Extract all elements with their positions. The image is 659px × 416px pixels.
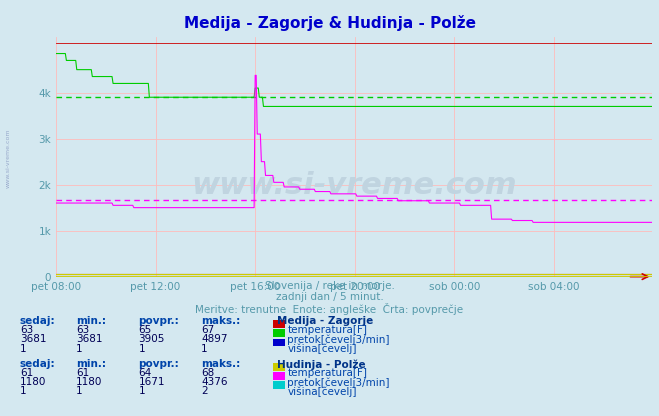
Text: 1: 1 <box>201 344 208 354</box>
Text: zadnji dan / 5 minut.: zadnji dan / 5 minut. <box>275 292 384 302</box>
Text: 64: 64 <box>138 368 152 378</box>
Text: 1: 1 <box>76 344 82 354</box>
Text: 1: 1 <box>20 386 26 396</box>
Text: Meritve: trenutne  Enote: angleške  Črta: povprečje: Meritve: trenutne Enote: angleške Črta: … <box>196 303 463 315</box>
Text: 61: 61 <box>76 368 89 378</box>
Text: maks.:: maks.: <box>201 316 241 326</box>
Text: Medija - Zagorje & Hudinja - Polže: Medija - Zagorje & Hudinja - Polže <box>183 15 476 30</box>
Text: 2: 2 <box>201 386 208 396</box>
Text: sedaj:: sedaj: <box>20 359 55 369</box>
Text: Medija - Zagorje: Medija - Zagorje <box>277 316 373 326</box>
Text: Slovenija / reke in morje.: Slovenija / reke in morje. <box>264 281 395 291</box>
Text: 65: 65 <box>138 325 152 335</box>
Text: 68: 68 <box>201 368 214 378</box>
Text: temperatura[F]: temperatura[F] <box>287 325 367 335</box>
Text: 1: 1 <box>138 344 145 354</box>
Text: višina[čevelj]: višina[čevelj] <box>287 386 357 397</box>
Text: 1: 1 <box>76 386 82 396</box>
Text: min.:: min.: <box>76 359 106 369</box>
Text: 63: 63 <box>76 325 89 335</box>
Text: 61: 61 <box>20 368 33 378</box>
Text: 4376: 4376 <box>201 377 227 387</box>
Text: pretok[čevelj3/min]: pretok[čevelj3/min] <box>287 334 390 345</box>
Text: 4897: 4897 <box>201 334 227 344</box>
Text: 67: 67 <box>201 325 214 335</box>
Text: pretok[čevelj3/min]: pretok[čevelj3/min] <box>287 377 390 388</box>
Text: 63: 63 <box>20 325 33 335</box>
Text: 1: 1 <box>20 344 26 354</box>
Text: povpr.:: povpr.: <box>138 359 179 369</box>
Text: maks.:: maks.: <box>201 359 241 369</box>
Text: www.si-vreme.com: www.si-vreme.com <box>191 171 517 200</box>
Text: min.:: min.: <box>76 316 106 326</box>
Text: 1: 1 <box>138 386 145 396</box>
Text: 3681: 3681 <box>76 334 102 344</box>
Text: povpr.:: povpr.: <box>138 316 179 326</box>
Text: www.si-vreme.com: www.si-vreme.com <box>5 128 11 188</box>
Text: sedaj:: sedaj: <box>20 316 55 326</box>
Text: višina[čevelj]: višina[čevelj] <box>287 344 357 354</box>
Text: 3681: 3681 <box>20 334 46 344</box>
Text: 3905: 3905 <box>138 334 165 344</box>
Text: 1180: 1180 <box>20 377 46 387</box>
Text: 1180: 1180 <box>76 377 102 387</box>
Text: Hudinja - Polže: Hudinja - Polže <box>277 359 365 369</box>
Text: 1671: 1671 <box>138 377 165 387</box>
Text: temperatura[F]: temperatura[F] <box>287 368 367 378</box>
